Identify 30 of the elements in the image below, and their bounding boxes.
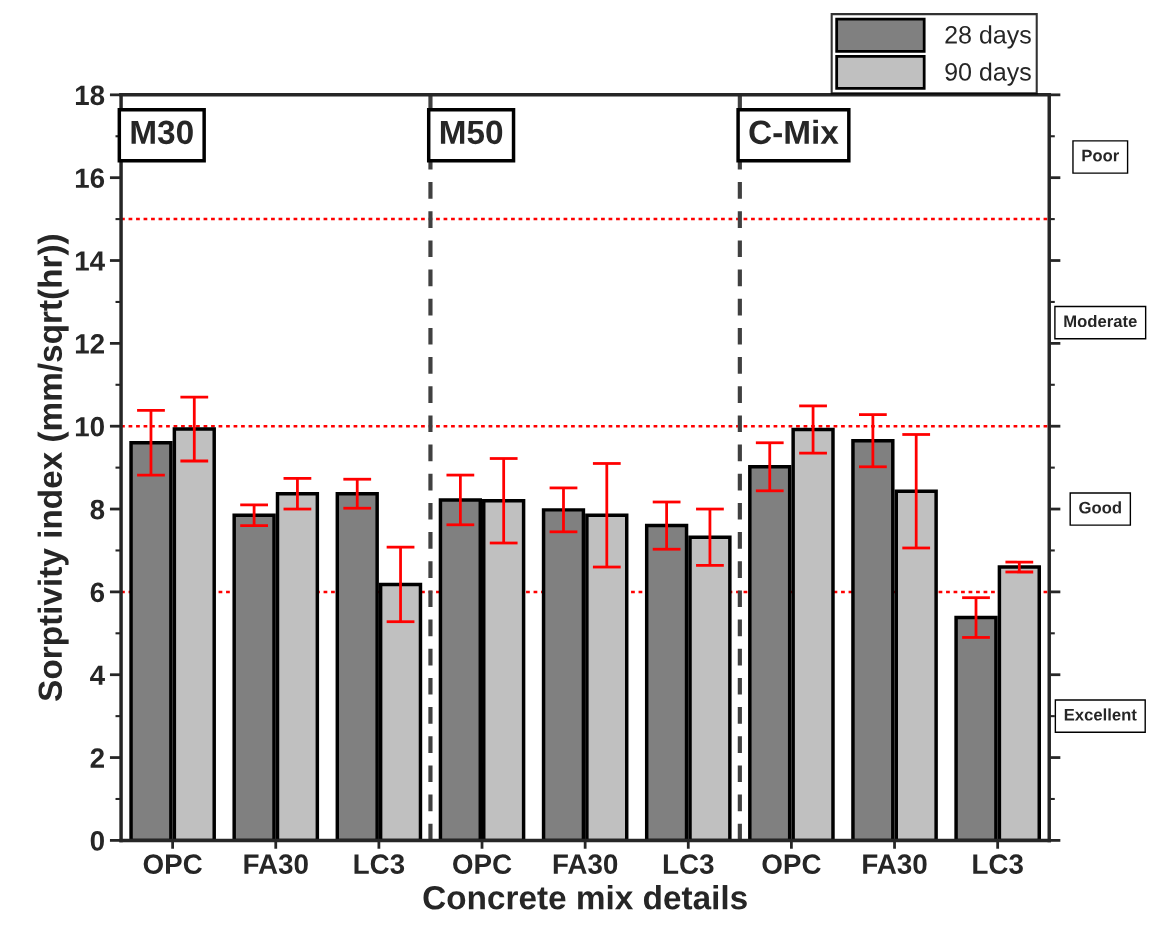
y-tick-label: 6 bbox=[90, 582, 105, 603]
y-tick-label: 18 bbox=[75, 85, 105, 106]
y-axis-title: Sorptivity index (mm/sqrt(hr)) bbox=[37, 234, 69, 701]
y-tick-label: 8 bbox=[90, 499, 105, 520]
x-tick-label: OPC bbox=[453, 854, 512, 874]
x-tick-label: OPC bbox=[762, 854, 821, 874]
y-tick-label: 14 bbox=[75, 251, 105, 271]
x-tick-label: LC3 bbox=[973, 854, 1023, 875]
y-tick-label: 4 bbox=[90, 665, 105, 685]
x-tick-label: LC3 bbox=[663, 854, 714, 875]
legend-label: 28 days bbox=[945, 25, 1031, 49]
annotation: M30 bbox=[131, 120, 193, 145]
text: Poor bbox=[1082, 149, 1120, 162]
y-tick-label: 10 bbox=[75, 416, 104, 437]
x-tick-label: LC3 bbox=[354, 854, 405, 875]
y-tick-label: 2 bbox=[90, 748, 104, 768]
x-tick-label: FA30 bbox=[863, 854, 927, 875]
x-tick-label: FA30 bbox=[244, 854, 308, 875]
y-tick-label: 0 bbox=[90, 831, 104, 851]
text: Good bbox=[1079, 501, 1121, 514]
x-axis-title: Concrete mix details bbox=[423, 885, 747, 910]
annotation: C-Mix bbox=[749, 119, 839, 145]
text: Excellent bbox=[1064, 708, 1137, 721]
text: Moderate bbox=[1064, 314, 1137, 328]
y-tick-label: 16 bbox=[75, 168, 105, 189]
annotation: M50 bbox=[440, 120, 503, 145]
legend-label: 90 days bbox=[945, 62, 1031, 86]
x-tick-label: OPC bbox=[143, 854, 202, 874]
x-tick-label: FA30 bbox=[553, 854, 618, 875]
y-tick-label: 12 bbox=[75, 334, 104, 354]
